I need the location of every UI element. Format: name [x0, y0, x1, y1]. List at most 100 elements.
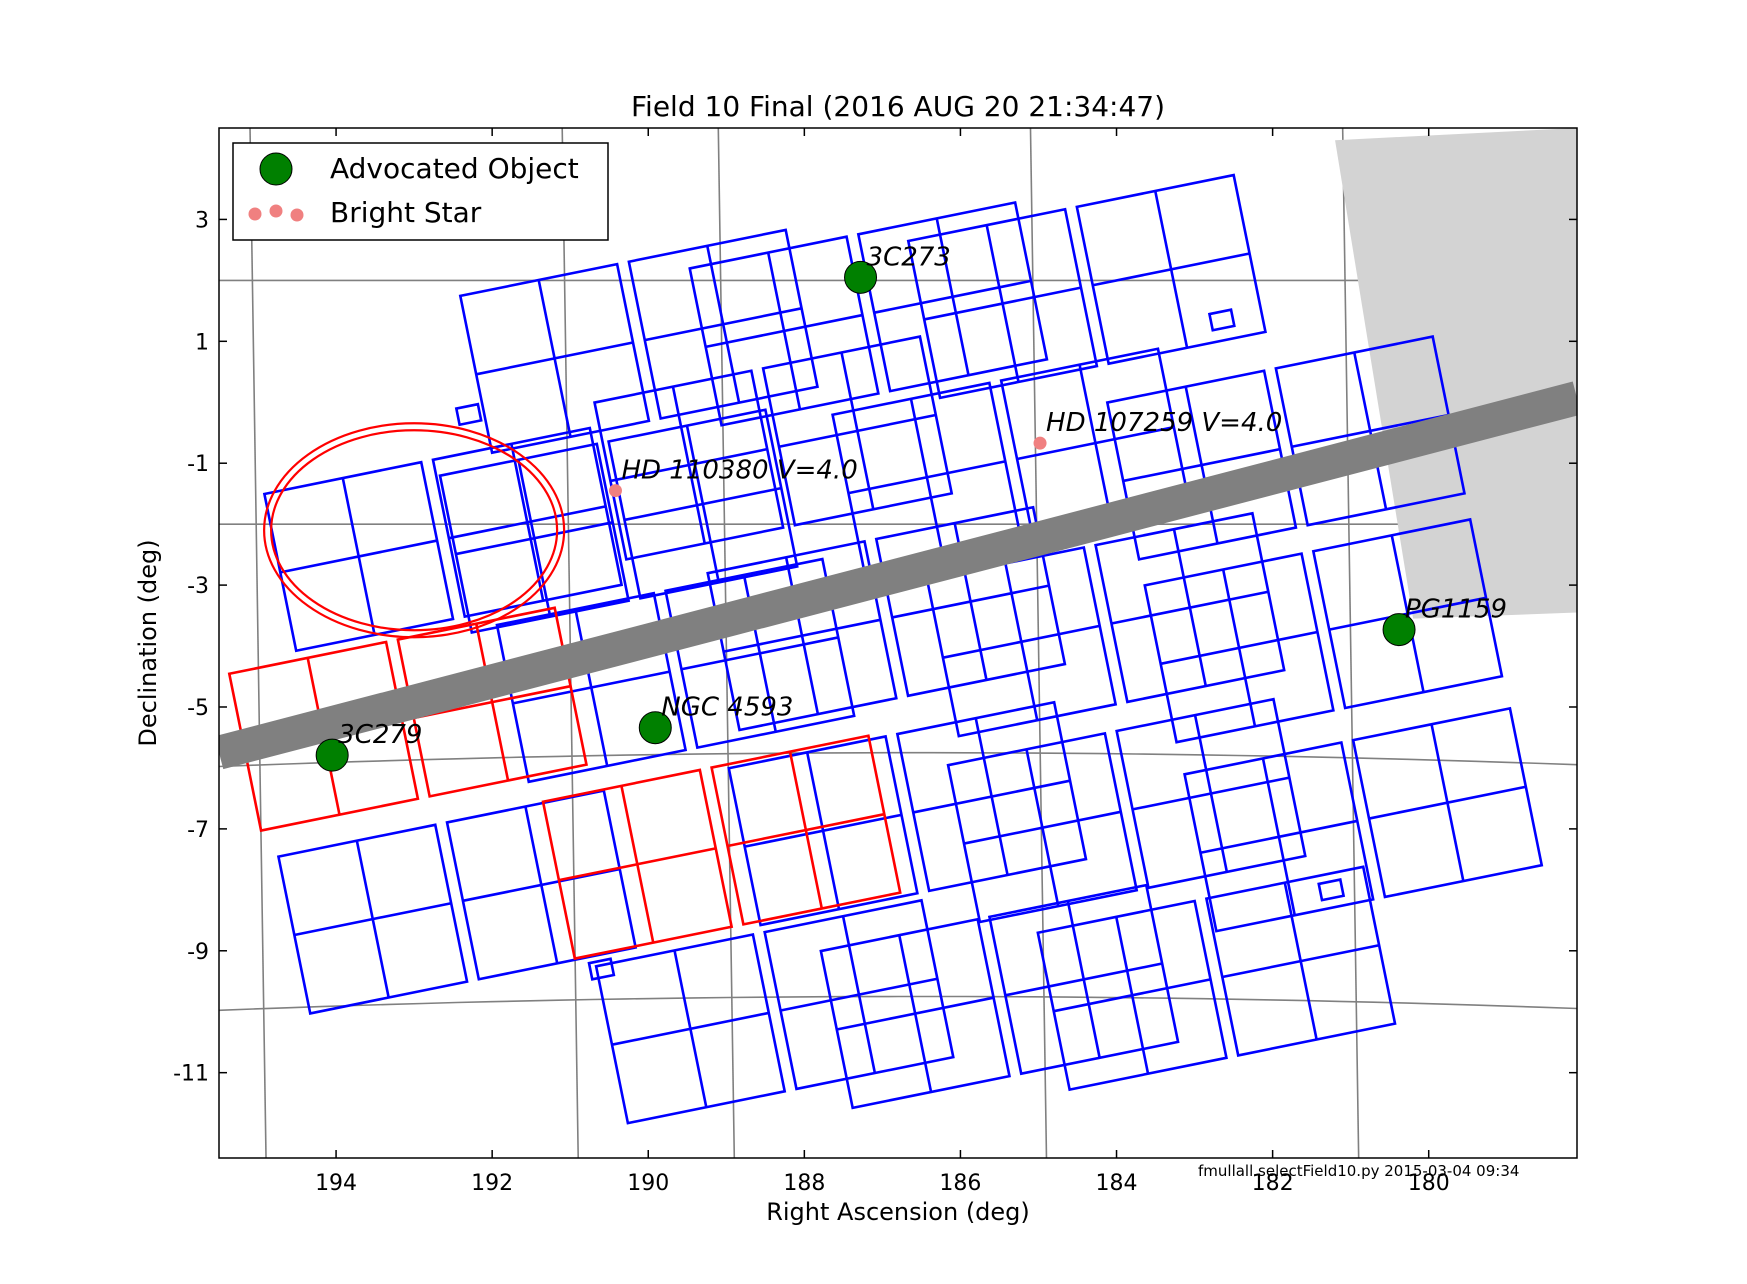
markers: [315, 260, 1416, 772]
ccd-divider: [413, 684, 571, 720]
highlight-ellipse: [263, 422, 566, 639]
ccd-divider: [644, 307, 802, 342]
ccd-pointing: [541, 734, 902, 961]
ccd-divider: [1200, 819, 1358, 854]
ccd-module: [1115, 697, 1307, 890]
galactic-band: [219, 381, 1577, 770]
x-tick-label: 190: [627, 1171, 669, 1196]
ccd-footprints: [227, 173, 1544, 1125]
ccd-module: [819, 917, 1012, 1110]
x-tick-label: 188: [783, 1171, 825, 1196]
ccd-module: [1094, 511, 1286, 704]
advocated-object-marker: [844, 260, 878, 294]
advocated-object-label: 3C273: [867, 242, 951, 272]
ccd-module: [946, 731, 1139, 924]
grid-line-ra: [249, 128, 267, 1158]
ccd-divider: [891, 584, 1050, 619]
ccd-divider: [705, 313, 863, 349]
ccd-module: [627, 228, 820, 421]
ccd-divider: [836, 996, 994, 1031]
ccd-module: [710, 734, 902, 926]
ccd-divider: [778, 413, 937, 449]
galactic-band-line: [219, 381, 1577, 770]
ccd-divider: [1328, 596, 1487, 631]
ccd-divider: [475, 341, 634, 376]
ccd-divider: [624, 486, 782, 522]
ccd-pointing: [458, 228, 820, 455]
ccd-pointing: [262, 426, 624, 653]
ccd-divider: [1132, 776, 1290, 811]
ccd-module: [594, 932, 787, 1125]
bright-star-label: HD 107259 V=4.0: [1046, 408, 1282, 438]
ccd-divider: [744, 813, 902, 848]
ccd-pointing: [593, 335, 954, 561]
ccd-module: [438, 442, 631, 635]
ccd-pointing: [438, 408, 799, 635]
ccd-divider: [512, 670, 670, 705]
ccd-module: [1351, 706, 1544, 899]
ccd-divider: [1111, 590, 1269, 625]
footer-credit: fmullall selectField10.py 2015-03-04 09:…: [1198, 1162, 1520, 1180]
ccd-divider: [1005, 962, 1163, 997]
y-tick-label: -7: [187, 818, 209, 843]
x-tick-label: 192: [471, 1171, 513, 1196]
x-axis-label: Right Ascension (deg): [766, 1198, 1030, 1226]
ccd-module: [276, 823, 469, 1015]
ccd-divider: [1053, 978, 1211, 1013]
excluded-region-shape: [1335, 128, 1577, 619]
ccd-module: [1311, 517, 1504, 710]
ccd-divider: [963, 810, 1122, 845]
y-tick-label: -1: [187, 452, 209, 477]
ccd-pointing: [1036, 865, 1397, 1092]
ccd-module: [1204, 865, 1397, 1057]
ccd-pointing: [688, 200, 1049, 427]
x-tick-label: 184: [1096, 1171, 1138, 1196]
advocated-object-label: PG1159: [1405, 595, 1507, 625]
ccd-module: [763, 898, 955, 1091]
ccd-module: [761, 335, 954, 527]
plot-frame: [218, 127, 1578, 1159]
highlight-ring-outer: [263, 422, 566, 639]
ccd-divider: [1122, 447, 1281, 483]
grid-line-ra: [561, 128, 580, 1158]
grid-line-dec: [219, 995, 1577, 1012]
ccd-divider: [455, 521, 613, 556]
advocated-object-marker: [1382, 613, 1416, 647]
ccd-module: [706, 539, 898, 732]
ccd-module: [541, 768, 734, 961]
bright-star-marker: [1033, 436, 1047, 450]
point-labels: 3C273 3C279 NGC 4593 PG1159 HD 110380 V=4.0 H…: [338, 242, 1507, 750]
ccd-divider: [294, 901, 452, 937]
legend-bright-star-icon: [269, 204, 283, 218]
y-tick-label: -3: [187, 574, 209, 599]
ccd-divider: [912, 779, 1071, 814]
legend-bright-star-icon: [290, 208, 304, 222]
guide-square: [1207, 308, 1236, 332]
ccd-module: [987, 883, 1180, 1076]
axis-ticks: 194 192 190 188 186 184 182 180 3 1 -1 -3 -5 -7 -9 -11: [173, 128, 1577, 1196]
ccd-divider: [873, 279, 1032, 314]
ccd-module: [688, 235, 880, 427]
ccd-module: [727, 734, 919, 927]
legend-advocated-object-icon: [259, 152, 293, 186]
ccd-module: [1036, 899, 1228, 1092]
ccd-pointing: [819, 883, 1180, 1110]
ccd-module: [874, 505, 1067, 698]
ccd-pointing: [276, 789, 638, 1015]
ccd-module: [431, 426, 624, 619]
ccd-divider: [727, 812, 885, 848]
ccd-module: [925, 545, 1118, 738]
ccd-divider: [1291, 413, 1449, 449]
x-tick-label: 194: [315, 1171, 357, 1196]
plot-area: 3C273 3C279 NGC 4593 PG1159 HD 110380 V=4.0 H…: [219, 128, 1577, 1158]
ccd-pointing: [706, 505, 1067, 732]
y-tick-label: -11: [173, 1062, 209, 1087]
grid-line-ra: [717, 128, 736, 1158]
ccd-divider: [780, 977, 938, 1012]
legend-box: [232, 142, 609, 241]
guide-square: [1317, 878, 1346, 902]
ccd-module: [1183, 740, 1375, 933]
ccd-module: [906, 207, 1099, 400]
ccd-divider: [942, 624, 1100, 659]
legend-label-bright-star: Bright Star: [330, 196, 482, 229]
